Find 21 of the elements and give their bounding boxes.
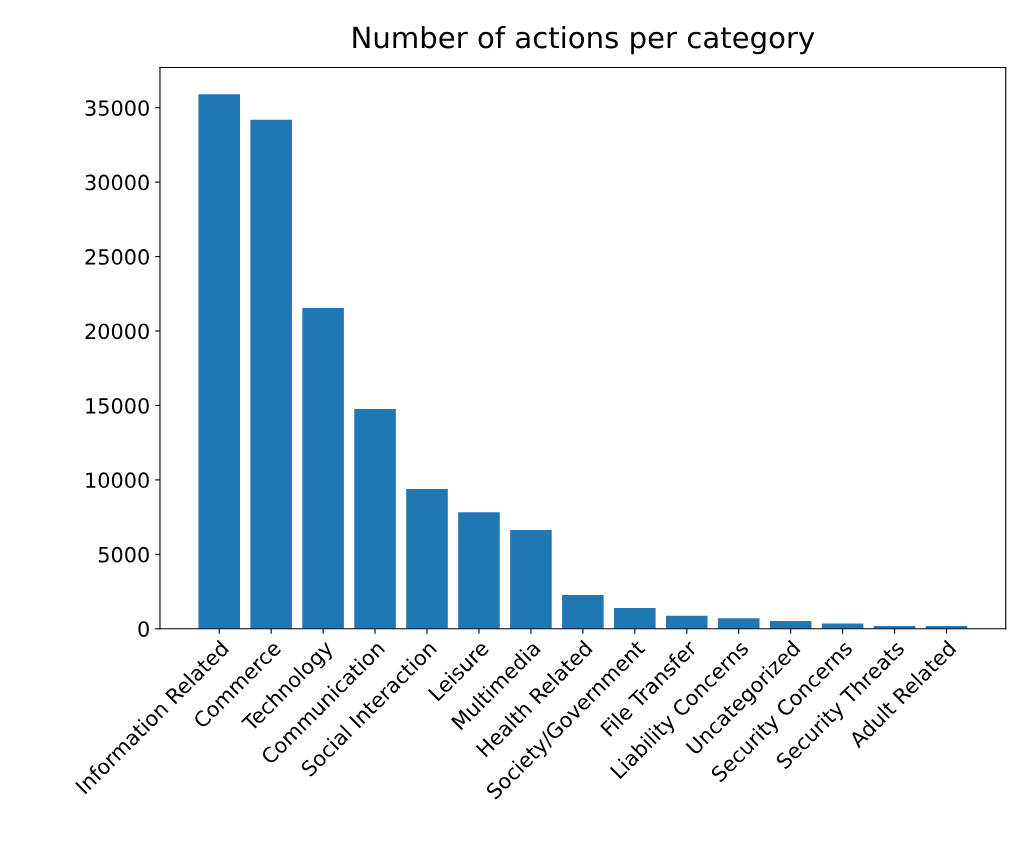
y-tick-label: 0 [138,621,149,637]
y-tick-label: 25000 [85,249,149,265]
bar [821,623,864,629]
bar [717,618,760,629]
bar [458,512,500,629]
bar [562,594,604,629]
y-tick-label: 30000 [85,174,149,191]
bar [354,408,396,629]
bar [302,307,344,629]
bar [614,608,656,629]
bar [198,94,240,629]
y-tick-label: 10000 [86,472,149,489]
bar [665,615,708,629]
y-tick-label: 5000 [98,546,149,563]
y-tick-label: 15000 [86,397,149,414]
bar [406,488,448,629]
bar [250,119,292,629]
y-tick-label: 35000 [85,100,149,116]
chart-title: Number of actions per category [353,25,815,55]
bar [510,530,552,629]
y-tick-label: 20000 [85,323,149,340]
